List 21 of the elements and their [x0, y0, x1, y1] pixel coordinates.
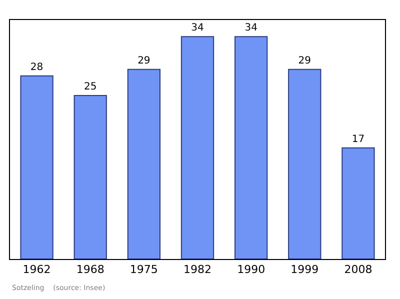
bar [342, 147, 375, 259]
data-label: 25 [84, 82, 97, 93]
x-tick-label: 1982 [184, 263, 212, 276]
x-tick-label: 2008 [344, 263, 372, 276]
data-label: 34 [244, 22, 258, 34]
x-tick-label: 1975 [130, 263, 158, 276]
x-tick-label: 1990 [237, 263, 266, 276]
data-label: 34 [191, 22, 204, 34]
data-label: 17 [352, 134, 365, 145]
data-label: 29 [298, 55, 312, 66]
bar [288, 68, 322, 259]
data-label: 28 [30, 62, 44, 73]
bar [180, 36, 214, 259]
data-label: 29 [138, 55, 150, 66]
bar [127, 68, 160, 259]
bar [20, 75, 54, 259]
x-tick-label: 1968 [76, 263, 104, 276]
bar [234, 36, 268, 259]
x-tick-label: 1962 [22, 263, 51, 276]
bar [74, 95, 107, 259]
x-tick-label: 1999 [290, 263, 319, 276]
